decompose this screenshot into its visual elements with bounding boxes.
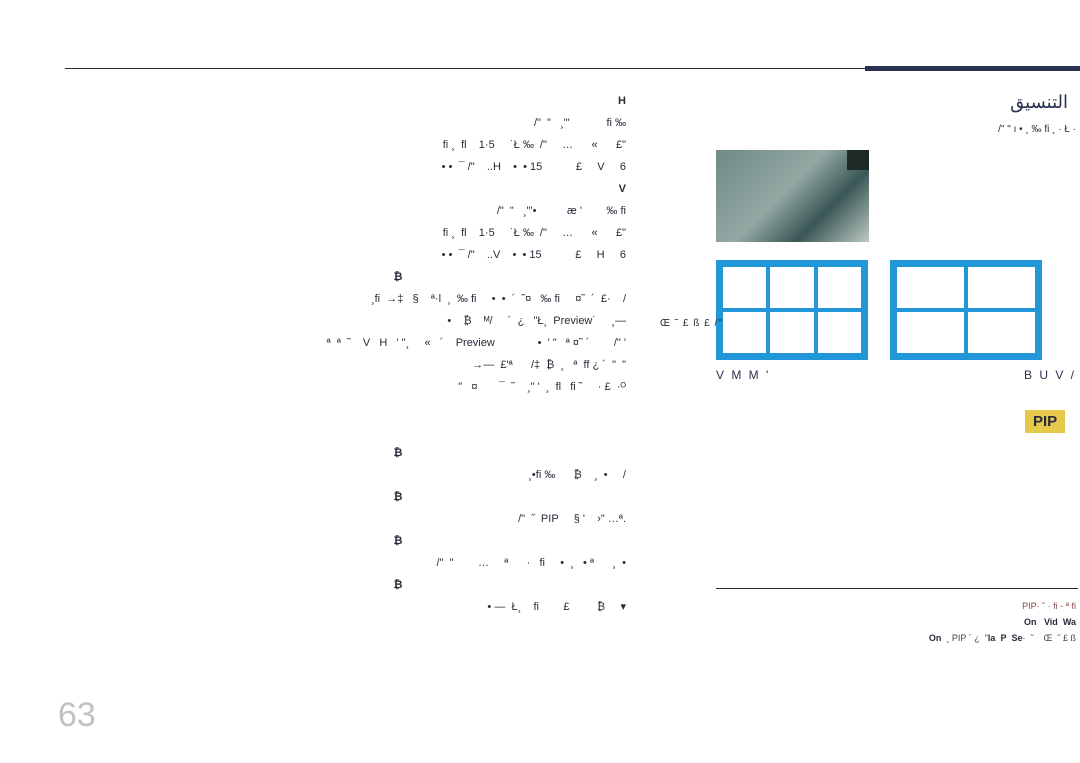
body-line: ▾ ₿ £ Ł¸ fi — • — [170, 598, 626, 616]
body-line: / • ¸ ₿ ‰ fi•¸ — [170, 466, 626, 484]
top-rule-accent — [865, 66, 1080, 71]
v-header: V — [170, 180, 626, 198]
body-line: .PIP § ' ›" …ª ˝ "/ — [170, 510, 626, 528]
grid-label-right: / B U V — [1024, 368, 1076, 382]
body-line: V • • 15 £ H 6.. "/ ¯ • • — [170, 246, 626, 264]
body-line: æ ' ‰ fi •'"¸ " "/ — [170, 202, 626, 220]
b-header: ₿ — [170, 268, 626, 286]
body-line: "£ » … "/ ‰ fi ¸ fl 1·5 ˙Ł — [170, 136, 626, 154]
format-photo — [716, 150, 869, 242]
grid-diagram-wrap — [716, 260, 1042, 360]
section-title: التنسيق — [1010, 92, 1068, 113]
body-line: ' "/ ´ ˜¤ ª ª ˜ V H ' "¸ « ´ Preview • '… — [170, 334, 626, 352]
body-line: —¸ ˙ᴹ/ ´ ¿ "Ł¸ Preview ₿ • — [170, 312, 626, 330]
body-line: • ¸ ª · fi • ¸ • ª … " "/ — [170, 554, 626, 572]
b2-header: ₿ — [170, 444, 626, 462]
body-line: "£ » … "/ ‰ fi ¸ fl 1·5 ˙Ł — [170, 224, 626, 242]
body-line: / ·£ ´ ˜¤ fi →‡ § ª·l ¸ ‰ fi • • ´ ˜¤ ‰ … — [170, 290, 626, 308]
body-text: H ‰ fi '"¸ " "/ "£ » … "/ ‰ fi ¸ fl 1·5 … — [170, 92, 630, 620]
h-header: H — [170, 92, 626, 110]
body-line: H • • 15 £ V 6.. "/ ¯ • • — [170, 158, 626, 176]
b5-header: ₿ — [170, 576, 626, 594]
grid-labels: / B U V ' V M M — [716, 368, 1076, 382]
body-line: ‰ fi '"¸ " "/ — [170, 114, 626, 132]
footnote-line: PIP· ˜ · fi - ª fi — [716, 598, 1076, 614]
mid-caption: "/ £ Œ ˜ £ ß — [660, 318, 723, 329]
pip-badge: PIP — [1025, 410, 1065, 433]
grid-3x2 — [716, 260, 868, 360]
body-line: " " ´ ¿ ª /‡ ₿ ¸ ª ff'£ —→ — [170, 356, 626, 374]
footnote-rule — [716, 588, 1078, 589]
b3-header: ₿ — [170, 488, 626, 506]
grid-2x2 — [890, 260, 1042, 360]
grid-label-left: ' V M M — [716, 368, 770, 382]
page-number: 63 — [58, 696, 96, 735]
body-line: fl fi ˜ · £ ·ᴼ ¸ ' "¸ ˜ ¯ ¤ " — [170, 378, 626, 396]
footnote-line: On ¸ PIP ´ ¿ "la P Se· ˜ Œ ˜ £ ß — [716, 630, 1076, 646]
footnote-line: On Vid Wa — [716, 614, 1076, 630]
right-caption: · ı • ¸ ‰ fi ¸ · Ł " "/ — [716, 124, 1076, 135]
footnotes: PIP· ˜ · fi - ª fi On Vid Wa On ¸ PIP ´ … — [716, 598, 1076, 646]
b4-header: ₿ — [170, 532, 626, 550]
